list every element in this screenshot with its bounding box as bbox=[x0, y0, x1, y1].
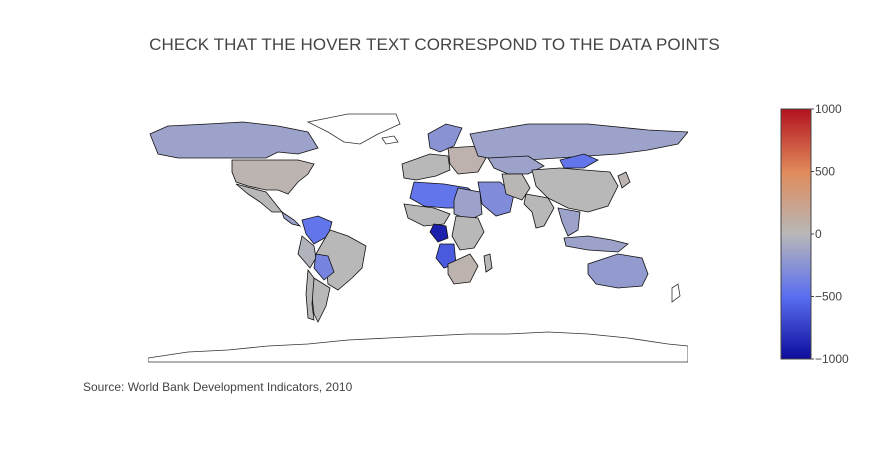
land-outlines bbox=[148, 113, 688, 363]
region-iran[interactable] bbox=[501, 173, 531, 201]
antarctica-outline bbox=[148, 331, 688, 363]
chart-title: CHECK THAT THE HOVER TEXT CORRESPOND TO … bbox=[149, 35, 720, 54]
region-indonesia[interactable] bbox=[563, 235, 629, 253]
colorbar-tick-label: −500 bbox=[815, 290, 842, 304]
region-australia[interactable] bbox=[587, 253, 649, 289]
colorbar-gradient bbox=[780, 108, 812, 360]
colorbar-tick-label: 1000 bbox=[815, 103, 842, 116]
region-west-africa[interactable] bbox=[403, 203, 451, 227]
region-western-europe[interactable] bbox=[401, 153, 451, 181]
region-canada[interactable] bbox=[149, 121, 319, 159]
region-india[interactable] bbox=[523, 193, 555, 229]
new-zealand-outline bbox=[671, 283, 681, 303]
region-russia[interactable] bbox=[469, 123, 688, 161]
source-note: Source: World Bank Development Indicator… bbox=[83, 380, 353, 394]
greenland-outline bbox=[306, 113, 401, 145]
region-chile[interactable] bbox=[305, 268, 315, 321]
region-argentina[interactable] bbox=[311, 277, 331, 323]
colorbar-ticks: 1000 500 0 −500 −1000 bbox=[811, 103, 849, 365]
region-japan[interactable] bbox=[617, 171, 631, 189]
colorbar-tick-label: 0 bbox=[815, 227, 822, 241]
region-east-africa[interactable] bbox=[451, 215, 485, 251]
country-regions[interactable] bbox=[149, 121, 688, 323]
region-mexico[interactable] bbox=[235, 183, 283, 213]
region-usa[interactable] bbox=[231, 159, 315, 195]
region-mongolia[interactable] bbox=[559, 153, 599, 169]
world-map[interactable] bbox=[148, 108, 688, 364]
region-bolivia-paraguay[interactable] bbox=[313, 253, 335, 281]
region-central-america[interactable] bbox=[281, 211, 302, 227]
colorbar: 1000 500 0 −500 −1000 bbox=[780, 103, 849, 365]
region-scandinavia[interactable] bbox=[427, 123, 463, 153]
colorbar-tick-label: 500 bbox=[815, 165, 835, 179]
region-central-africa[interactable] bbox=[429, 223, 449, 243]
region-southeast-asia[interactable] bbox=[557, 207, 581, 237]
iceland-outline bbox=[381, 135, 399, 145]
region-kazakhstan[interactable] bbox=[487, 155, 545, 175]
region-china[interactable] bbox=[531, 167, 619, 213]
region-egypt-sudan[interactable] bbox=[453, 187, 483, 221]
region-peru[interactable] bbox=[297, 235, 317, 269]
region-southern-africa[interactable] bbox=[447, 253, 479, 285]
colorbar-tick-label: −1000 bbox=[815, 352, 849, 365]
region-madagascar[interactable] bbox=[483, 253, 493, 273]
